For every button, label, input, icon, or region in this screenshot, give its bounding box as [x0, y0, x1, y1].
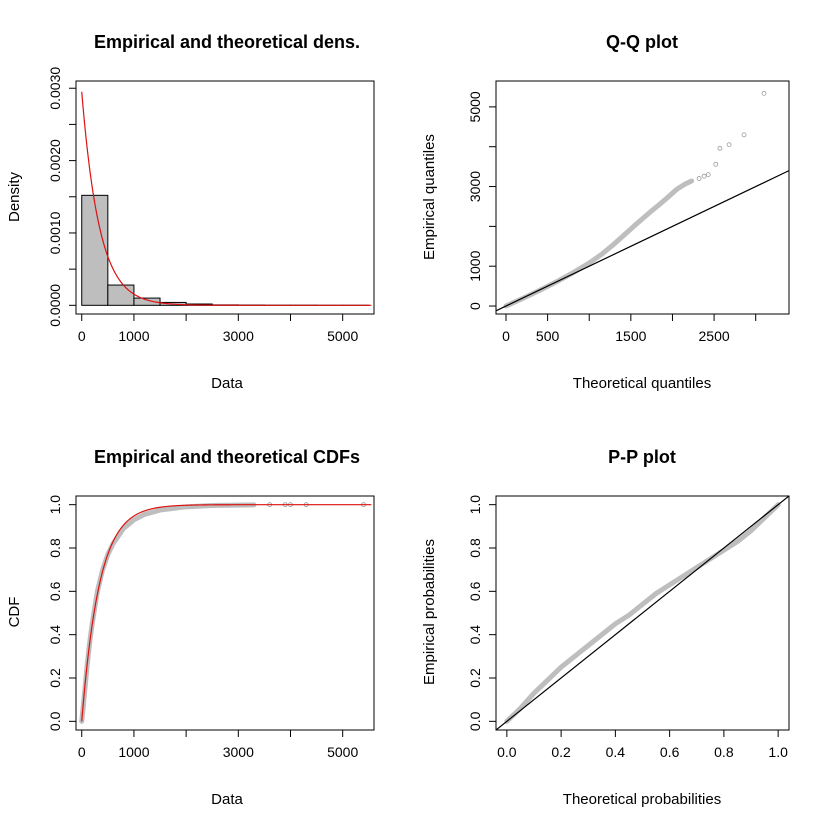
density-x-tick-label: 3000 [223, 328, 254, 344]
pp-panel: P-P plot Theoretical probabilities Empir… [421, 447, 790, 808]
pp-x-tick-label: 0.4 [606, 744, 626, 760]
density-y-tick-label: 0.0020 [47, 139, 63, 182]
qq-x-tick-label: 1500 [615, 328, 646, 344]
cdf-y-tick-label: 0.0 [47, 711, 63, 731]
density-y-tick-label: 0.0000 [47, 284, 63, 327]
density-x-tick-label: 5000 [327, 328, 358, 344]
qq-title: Q-Q plot [606, 32, 678, 52]
pp-y-tick-label: 0.6 [467, 581, 483, 601]
cdf-x-tick-label: 3000 [223, 744, 254, 760]
fitted-cdf-curve [81, 504, 372, 722]
qq-point-cloud [503, 178, 695, 309]
qq-panel: Q-Q plot Theoretical quantiles Empirical… [421, 32, 790, 392]
density-xlabel: Data [211, 375, 243, 392]
pp-y-tick-label: 0.2 [467, 668, 483, 688]
qq-y-tick-label: 3000 [467, 171, 483, 202]
density-x-tick-label: 0 [78, 328, 86, 344]
pp-reference-line [496, 496, 789, 730]
pp-x-tick-label: 0.2 [551, 744, 571, 760]
qq-x-tick-label: 2500 [699, 328, 730, 344]
density-title: Empirical and theoretical dens. [94, 32, 360, 52]
density-x-tick-label: 1000 [118, 328, 149, 344]
qq-point [696, 176, 702, 181]
qq-reference-line [496, 170, 789, 312]
qq-point [717, 145, 723, 151]
pp-y-tick-label: 1.0 [467, 495, 483, 515]
pp-y-tick-label: 0.4 [467, 625, 483, 645]
cdf-y-tick-label: 0.8 [47, 538, 63, 558]
pp-y-tick-label: 0.0 [467, 711, 483, 731]
pp-x-tick-label: 0.8 [714, 744, 734, 760]
cdf-title: Empirical and theoretical CDFs [94, 447, 360, 467]
pp-title: P-P plot [608, 447, 676, 467]
pp-plot-frame [495, 495, 790, 731]
qq-plot-frame [495, 80, 790, 315]
pp-point-cloud [504, 502, 781, 724]
qq-point [705, 172, 711, 177]
qq-point [713, 161, 719, 167]
qq-point [701, 173, 707, 179]
cdf-plot-frame [75, 495, 375, 731]
qq-point [741, 132, 747, 138]
pp-x-tick-label: 0.0 [497, 744, 517, 760]
density-y-tick-label: 0.0010 [47, 211, 63, 254]
cdf-y-tick-label: 0.2 [47, 668, 63, 688]
qq-y-tick-label: 1000 [467, 250, 483, 281]
qq-ylabel: Empirical quantiles [421, 134, 438, 260]
qq-point [726, 142, 732, 148]
density-panel: Empirical and theoretical dens. Data Den… [6, 32, 375, 392]
pp-x-tick-label: 1.0 [768, 744, 788, 760]
qq-y-tick-label: 0 [467, 302, 483, 310]
cdf-x-tick-label: 0 [78, 744, 86, 760]
pp-x-tick-label: 0.6 [660, 744, 680, 760]
cdf-panel: Empirical and theoretical CDFs Data CDF … [6, 447, 375, 808]
cdf-ylabel: CDF [6, 597, 23, 628]
pp-y-tick-label: 0.8 [467, 538, 483, 558]
qq-point [761, 90, 767, 96]
qq-xlabel: Theoretical quantiles [573, 375, 711, 392]
density-plot-frame [75, 80, 375, 315]
cdf-x-tick-label: 1000 [118, 744, 149, 760]
histogram-bar [81, 194, 109, 306]
pp-ylabel: Empirical probabilities [421, 539, 438, 685]
histogram-bar [133, 297, 161, 306]
qq-x-tick-label: 500 [536, 328, 560, 344]
density-ylabel: Density [6, 171, 23, 222]
qq-y-tick-label: 5000 [467, 91, 483, 122]
fitted-density-curve [81, 91, 372, 306]
density-y-tick-label: 0.0030 [47, 67, 63, 110]
pp-xlabel: Theoretical probabilities [563, 791, 721, 808]
cdf-y-tick-label: 0.4 [47, 625, 63, 645]
cdf-x-tick-label: 5000 [327, 744, 358, 760]
cdf-y-tick-label: 0.6 [47, 581, 63, 601]
cdf-y-tick-label: 1.0 [47, 495, 63, 515]
cdf-xlabel: Data [211, 791, 243, 808]
empirical-cdf-points [79, 502, 257, 724]
qq-x-tick-label: 0 [502, 328, 510, 344]
histogram-bar [107, 284, 135, 306]
